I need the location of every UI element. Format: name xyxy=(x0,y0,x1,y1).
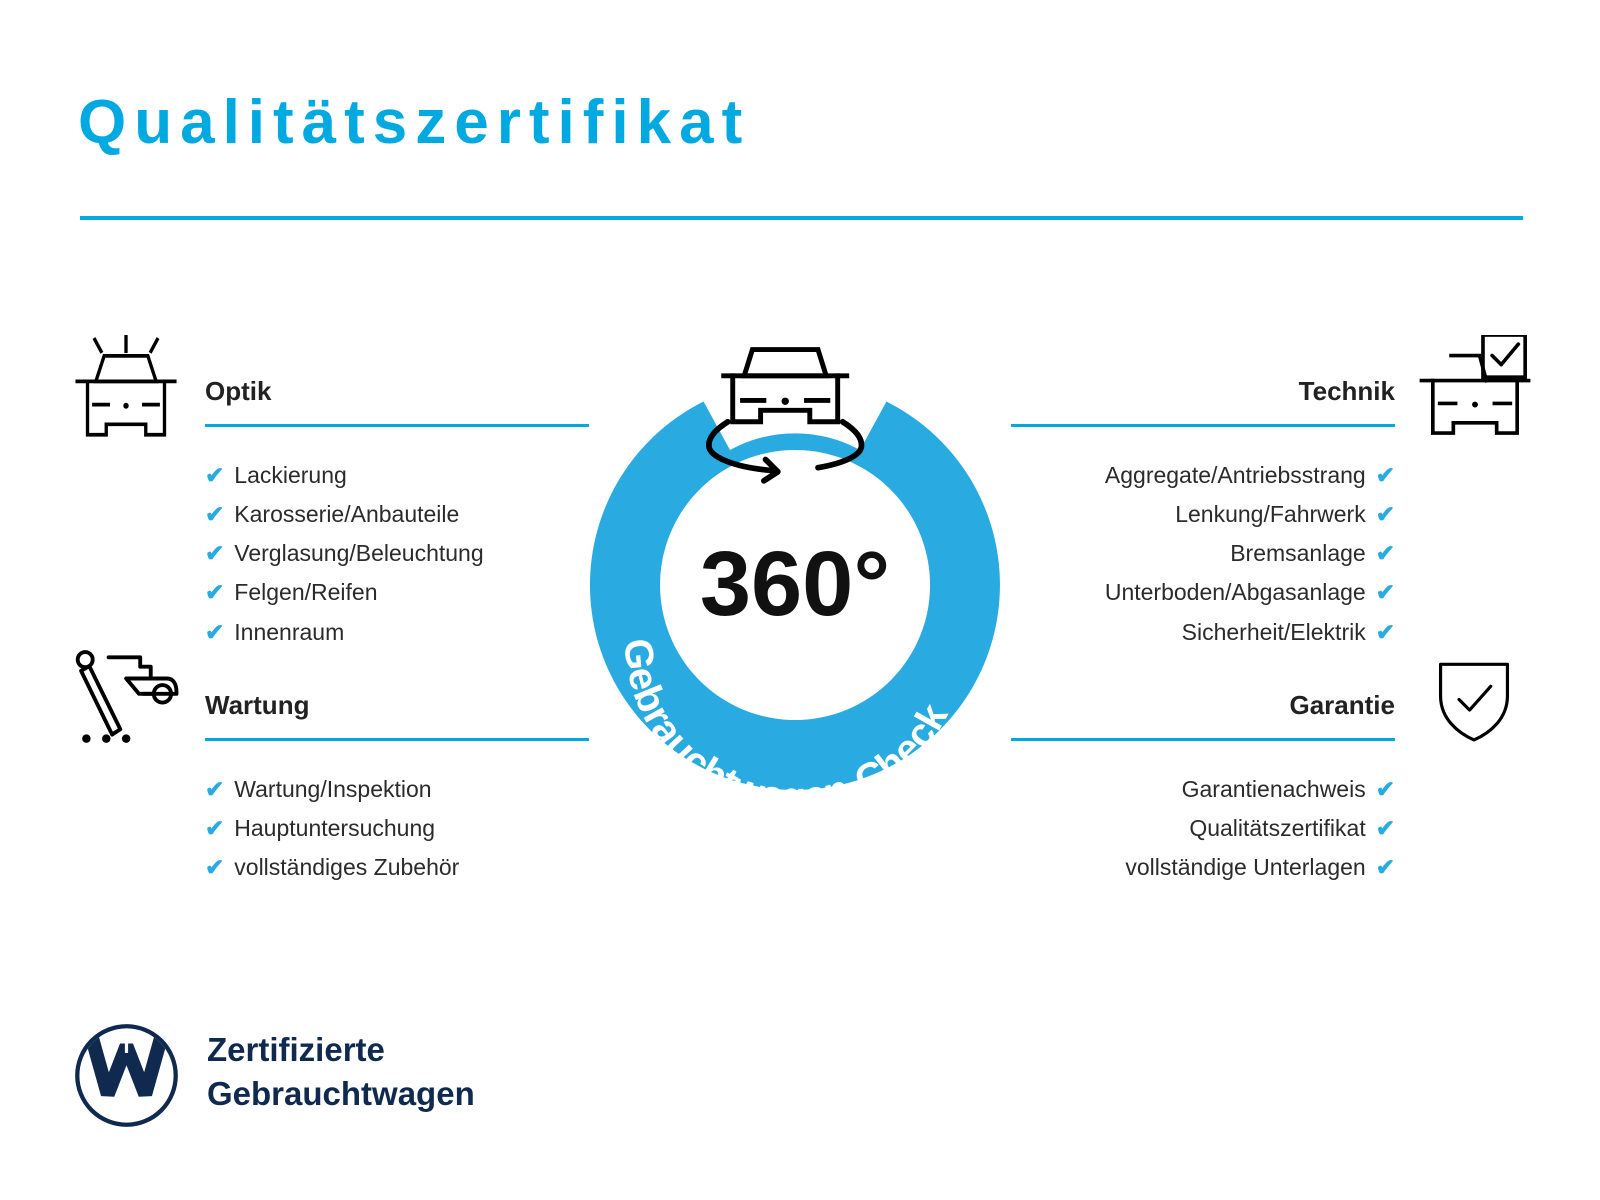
svg-text:Gebrauchtwagen-Check: Gebrauchtwagen-Check xyxy=(615,637,957,819)
svg-text:360°: 360° xyxy=(700,533,890,635)
